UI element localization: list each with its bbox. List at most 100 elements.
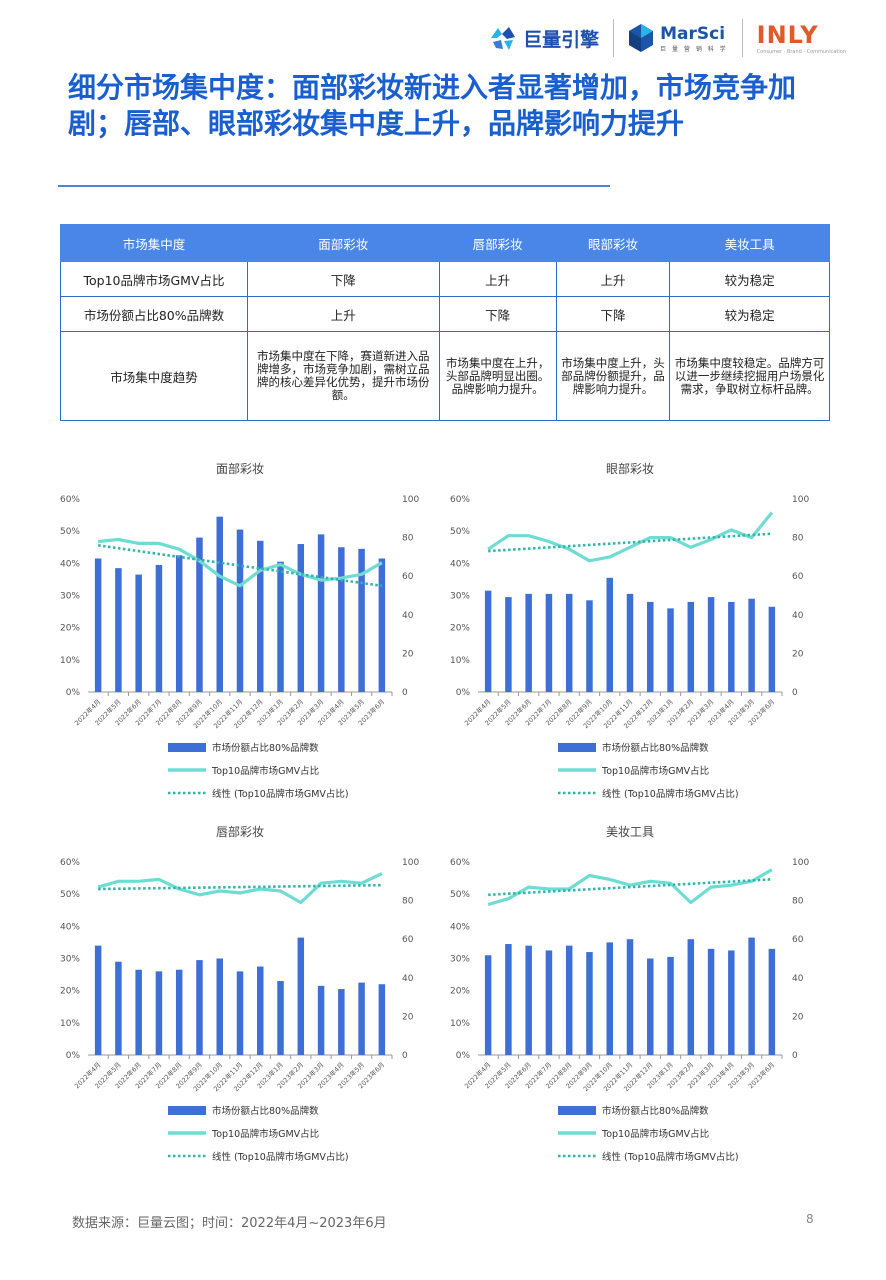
face-makeup-chart: 面部彩妆0%10%20%30%40%50%60%0204060801002022… [60, 461, 419, 800]
bar [565, 945, 573, 1055]
y-axis-tick-label: 60% [450, 495, 470, 505]
gmv-share-trendline [488, 878, 772, 897]
bar [378, 558, 386, 692]
chart-title: 唇部彩妆 [216, 824, 264, 839]
table-cell: 较为稳定 [669, 261, 830, 297]
y2-axis-tick-label: 80 [792, 534, 804, 544]
legend-bar-swatch [168, 743, 206, 752]
bar [236, 971, 244, 1055]
logo-divider [741, 19, 743, 57]
table-row: Top10品牌市场GMV占比 下降 上升 上升 较为稳定 [60, 261, 830, 297]
y2-axis-tick-label: 0 [792, 1051, 798, 1061]
data-source-note: 数据来源：巨量云图；时间：2022年4月~2023年6月 [72, 1216, 387, 1231]
bar [115, 568, 122, 692]
y2-axis-tick-label: 60 [792, 935, 804, 945]
bar [647, 958, 654, 1055]
table-header-cell: 眼部彩妆 [555, 224, 671, 262]
juliang-logo-icon [491, 27, 516, 50]
table-row: 市场集中度趋势 市场集中度在下降，赛道新进入品牌增多，市场竞争加剧，需树立品牌的… [60, 331, 830, 421]
juliang-logo: 巨量引擎 [489, 25, 599, 52]
y2-axis-tick-label: 60 [402, 935, 414, 945]
legend-line-label: Top10品牌市场GMV占比 [211, 1128, 319, 1140]
bar [338, 989, 345, 1055]
y-axis-tick-label: 30% [60, 592, 80, 602]
table-header-row: 市场集中度 面部彩妆 唇部彩妆 眼部彩妆 美妆工具 [60, 224, 830, 262]
bar [277, 561, 284, 692]
y2-axis-tick-label: 0 [792, 688, 798, 698]
trend-description: 市场集中度上升，头部品牌份额提升，品牌影响力提升。 [555, 331, 671, 421]
table-cell: 较为稳定 [669, 296, 830, 332]
bar [525, 945, 532, 1055]
y2-axis-tick-label: 20 [402, 1012, 414, 1022]
title-underline [58, 185, 610, 187]
bar [565, 593, 573, 692]
table-header-cell: 面部彩妆 [247, 224, 440, 262]
bar [586, 952, 593, 1055]
table-row: 市场份额占比80%品牌数 上升 下降 下降 较为稳定 [60, 296, 830, 332]
bar [257, 966, 264, 1055]
y-axis-tick-label: 0% [456, 1051, 471, 1061]
bar [728, 601, 735, 692]
table-cell: 下降 [555, 296, 671, 332]
table-row-label: 市场集中度趋势 [60, 331, 248, 421]
table-header-cell: 美妆工具 [669, 224, 830, 262]
gmv-share-trendline [98, 883, 382, 891]
eye-makeup-chart: 眼部彩妆0%10%20%30%40%50%60%0204060801002022… [450, 461, 809, 800]
table-header-cell: 唇部彩妆 [438, 224, 557, 262]
bar [196, 960, 203, 1055]
bar [277, 981, 284, 1055]
y2-axis-tick-label: 40 [792, 974, 804, 984]
table-cell: 上升 [247, 296, 440, 332]
bar [236, 529, 244, 692]
inly-logo: INLY Consumer · Brand · Communication [757, 21, 846, 55]
bar [216, 958, 223, 1055]
legend-trend-label: 线性 (Top10品牌市场GMV占比) [602, 1151, 739, 1163]
bar [586, 600, 593, 692]
bar [768, 606, 776, 692]
legend-bar-label: 市场份额占比80%品牌数 [602, 742, 709, 754]
bar [257, 540, 264, 692]
y2-axis-tick-label: 100 [402, 858, 419, 868]
bar [297, 544, 305, 692]
bar [155, 971, 163, 1055]
lip-makeup-chart: 唇部彩妆0%10%20%30%40%50%60%0204060801002022… [60, 824, 419, 1163]
chart-title: 面部彩妆 [216, 461, 264, 476]
bar [707, 948, 715, 1055]
y-axis-tick-label: 20% [450, 624, 470, 634]
y-axis-tick-label: 20% [60, 624, 80, 634]
y-axis-tick-label: 10% [450, 1019, 470, 1029]
y-axis-tick-label: 50% [60, 527, 80, 537]
legend-trend-label: 线性 (Top10品牌市场GMV占比) [212, 1151, 349, 1163]
table-cell: 下降 [247, 261, 440, 297]
legend-bar-label: 市场份额占比80%品牌数 [602, 1105, 709, 1117]
bar [317, 534, 325, 692]
bar [484, 590, 492, 692]
header-logos: 巨量引擎 MarSci 巨 量 营 销 科 学 INLY Consumer · … [489, 16, 846, 60]
y2-axis-tick-label: 40 [402, 974, 414, 984]
bar [216, 516, 223, 692]
y2-axis-tick-label: 80 [792, 897, 804, 907]
legend-line-label: Top10品牌市场GMV占比 [601, 1128, 709, 1140]
bar [358, 548, 365, 692]
y-axis-tick-label: 10% [60, 656, 80, 666]
gmv-share-line [487, 868, 773, 907]
y-axis-tick-label: 0% [66, 1051, 81, 1061]
bar [728, 950, 735, 1055]
y-axis-tick-label: 20% [60, 987, 80, 997]
bar [175, 555, 183, 692]
y2-axis-tick-label: 80 [402, 534, 414, 544]
y-axis-tick-label: 40% [450, 559, 470, 569]
chart-title: 美妆工具 [606, 825, 654, 839]
y-axis-tick-label: 50% [450, 527, 470, 537]
bar [155, 564, 163, 692]
y-axis-tick-label: 50% [450, 890, 470, 900]
bar [505, 944, 512, 1055]
y-axis-tick-label: 60% [60, 858, 80, 868]
y-axis-tick-label: 40% [450, 922, 470, 932]
bar [667, 956, 674, 1055]
trend-description: 市场集中度在上升，头部品牌明显出圈。品牌影响力提升。 [438, 331, 557, 421]
y-axis-tick-label: 40% [60, 922, 80, 932]
bar [687, 601, 695, 692]
table-cell: 上升 [555, 261, 671, 297]
marsci-logo-text: MarSci [660, 23, 726, 44]
